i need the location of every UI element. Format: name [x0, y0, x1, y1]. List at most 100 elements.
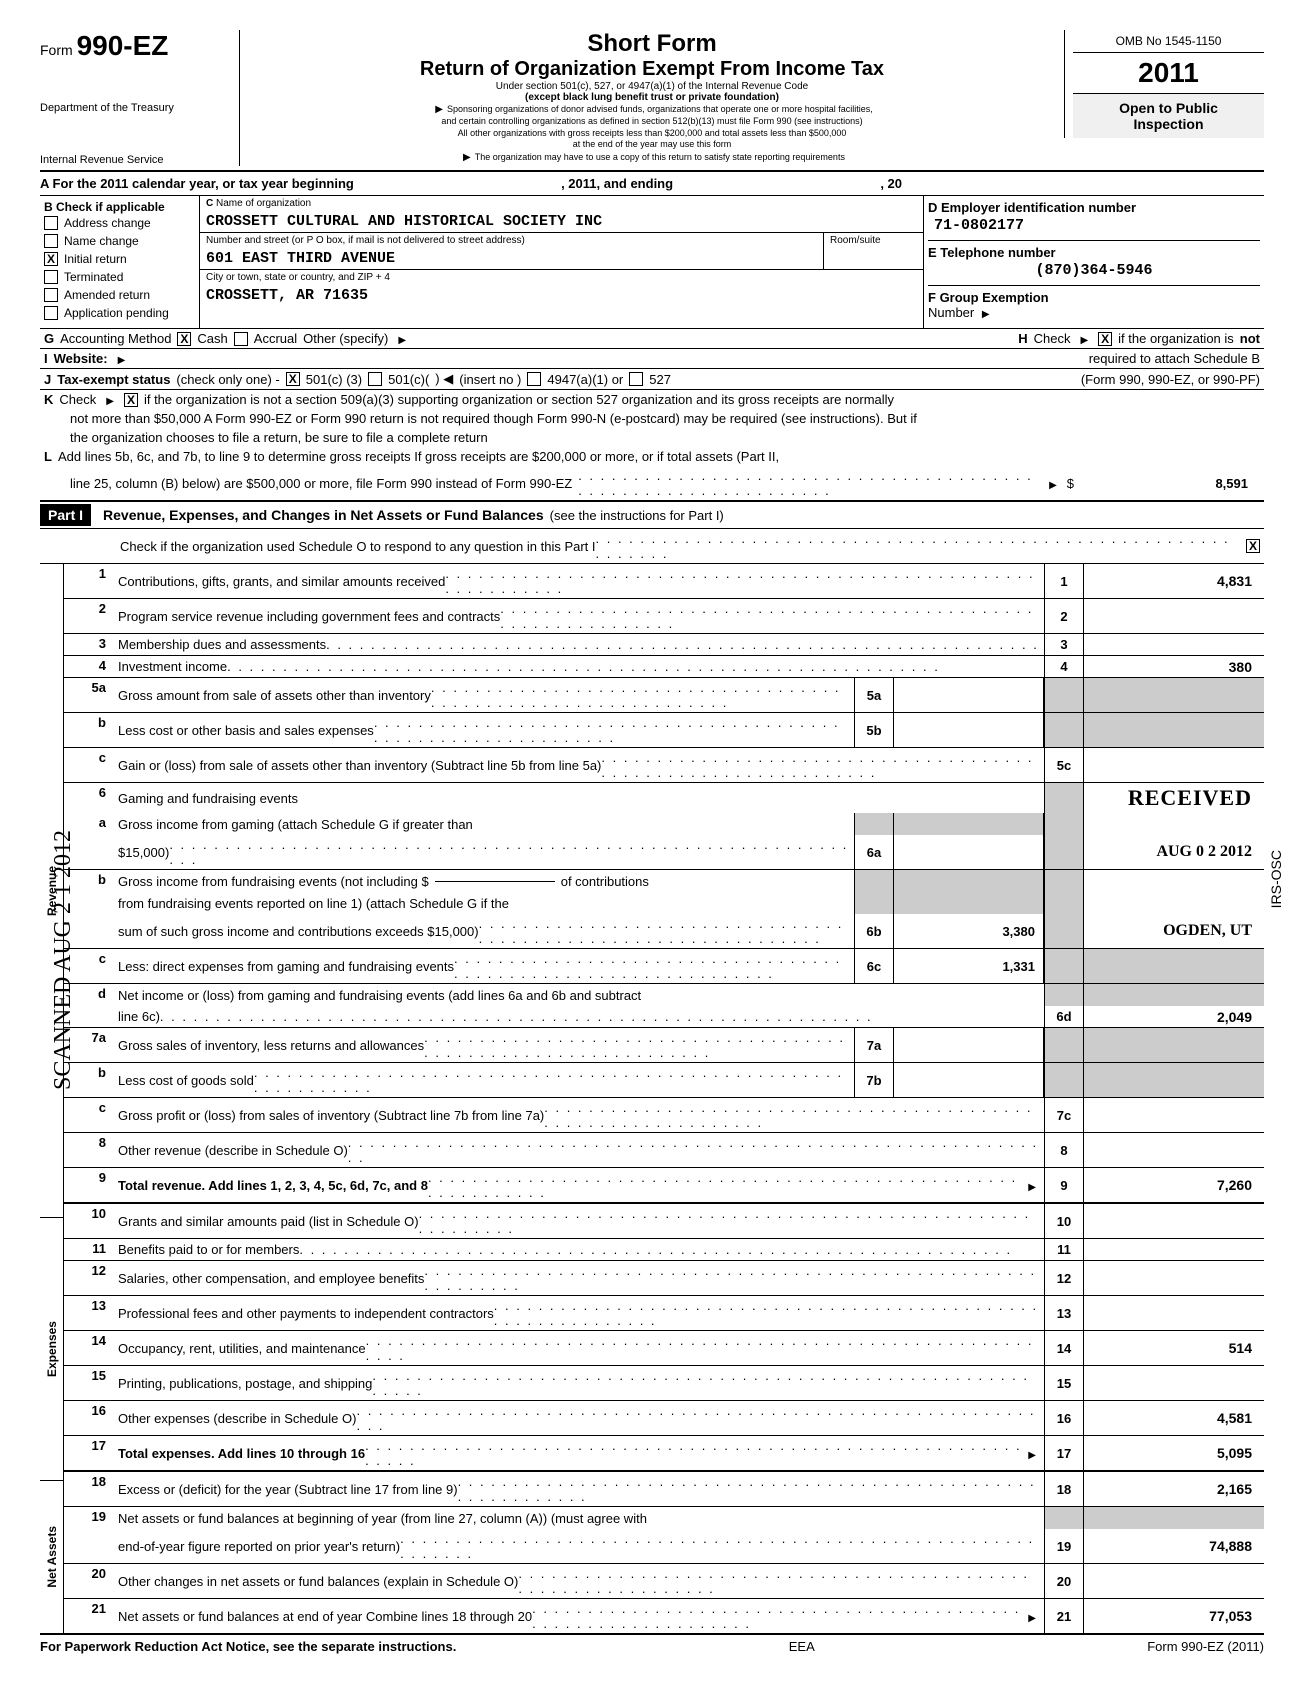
group-exemption-label: Group Exemption — [940, 290, 1049, 305]
line6c-desc: Less: direct expenses from gaming and fu… — [118, 959, 454, 974]
line5b-mid: 5b — [854, 713, 894, 747]
l-amount: 8,591 — [1080, 476, 1260, 491]
k-check: Check — [59, 392, 96, 407]
line5a-rshade — [1044, 678, 1084, 712]
checkbox-h[interactable]: X — [1098, 332, 1112, 346]
line17-val: 5,095 — [1084, 1436, 1264, 1470]
side-expenses: Expenses — [43, 1317, 61, 1381]
line15-rnum: 15 — [1044, 1366, 1084, 1400]
line7b-desc: Less cost of goods sold — [118, 1073, 254, 1088]
phone-label: Telephone number — [940, 245, 1055, 260]
line6-desc: Gaming and fundraising events — [118, 791, 298, 806]
label-527: 527 — [649, 372, 671, 387]
line6d-val: 2,049 — [1084, 1006, 1264, 1027]
line5c-val — [1084, 748, 1264, 782]
line5c-rnum: 5c — [1044, 748, 1084, 782]
ein-label: Employer identification number — [941, 200, 1136, 215]
org-name: CROSSETT CULTURAL AND HISTORICAL SOCIETY… — [200, 211, 923, 232]
line1-rnum: 1 — [1044, 564, 1084, 598]
line20-num: 20 — [64, 1564, 114, 1598]
line21-desc: Net assets or fund balances at end of ye… — [118, 1609, 532, 1624]
omb-number: OMB No 1545-1150 — [1073, 30, 1264, 53]
line2-val — [1084, 599, 1264, 633]
side-netassets: Net Assets — [43, 1522, 61, 1592]
ogden-stamp: OGDEN, UT — [1163, 922, 1252, 940]
note-end-year: at the end of the year may use this form — [250, 139, 1054, 151]
checkbox-schedule-o[interactable]: X — [1246, 539, 1260, 553]
website-label: Website: — [54, 351, 108, 366]
checkbox-501c[interactable] — [368, 372, 382, 386]
tax-exempt-sub: (check only one) - — [176, 372, 279, 387]
line5a-num: 5a — [64, 678, 114, 712]
line7b-mid: 7b — [854, 1063, 894, 1097]
note-controlling: and certain controlling organizations as… — [250, 116, 1054, 128]
line19-num: 19 — [64, 1507, 114, 1529]
line9-num: 9 — [64, 1168, 114, 1202]
k-text2: if the organization is not a section 509… — [144, 392, 894, 407]
part1-title-sub: (see the instructions for Part I) — [550, 508, 724, 523]
checkbox-k[interactable]: X — [124, 393, 138, 407]
checkbox-application-pending[interactable] — [44, 306, 58, 320]
note-sponsoring: Sponsoring organizations of donor advise… — [447, 104, 873, 114]
form-number: 990-EZ — [77, 30, 169, 61]
line3-desc: Membership dues and assessments — [118, 637, 326, 652]
line6b-midval: 3,380 — [894, 914, 1044, 948]
checkbox-address-change[interactable] — [44, 216, 58, 230]
line16-num: 16 — [64, 1401, 114, 1435]
line6b-desc2: of contributions — [561, 874, 649, 889]
accounting-method-label: Accounting Method — [60, 331, 171, 346]
l-text2: line 25, column (B) below) are $500,000 … — [70, 476, 572, 491]
line7c-rnum: 7c — [1044, 1098, 1084, 1132]
line6b-desc4: sum of such gross income and contributio… — [118, 924, 479, 939]
side-revenue: Revenue — [43, 862, 61, 920]
checkbox-terminated[interactable] — [44, 270, 58, 284]
line2-rnum: 2 — [1044, 599, 1084, 633]
h-not: not — [1240, 331, 1260, 346]
line17-rnum: 17 — [1044, 1436, 1084, 1470]
part1-title: Revenue, Expenses, and Changes in Net As… — [103, 504, 544, 526]
org-address: 601 EAST THIRD AVENUE — [200, 248, 823, 269]
line13-rnum: 13 — [1044, 1296, 1084, 1330]
checkbox-amended-return[interactable] — [44, 288, 58, 302]
label-4947: 4947(a)(1) or — [547, 372, 623, 387]
line16-desc: Other expenses (describe in Schedule O) — [118, 1411, 356, 1426]
line21-num: 21 — [64, 1599, 114, 1633]
line5a-mid: 5a — [854, 678, 894, 712]
section-a-text2: , 2011, and ending — [561, 176, 673, 191]
line2-num: 2 — [64, 599, 114, 633]
checkbox-527[interactable] — [629, 372, 643, 386]
line6a-mid: 6a — [854, 835, 894, 869]
line4-desc: Investment income — [118, 659, 227, 674]
group-exemption-number-label: Number — [928, 305, 974, 320]
line7a-mid: 7a — [854, 1028, 894, 1062]
line4-rnum: 4 — [1044, 656, 1084, 677]
form-header: Form 990-EZ Department of the Treasury I… — [40, 30, 1264, 172]
line11-num: 11 — [64, 1239, 114, 1260]
checkbox-cash[interactable]: X — [177, 332, 191, 346]
dept-irs: Internal Revenue Service — [40, 154, 231, 166]
line5b-midval — [894, 713, 1044, 747]
line6b-desc3: from fundraising events reported on line… — [118, 896, 509, 911]
line17-desc: Total expenses. Add lines 10 through 16 — [118, 1446, 365, 1461]
checkbox-accrual[interactable] — [234, 332, 248, 346]
line17-num: 17 — [64, 1436, 114, 1470]
line9-rnum: 9 — [1044, 1168, 1084, 1202]
checkbox-501c3[interactable]: X — [286, 372, 300, 386]
line3-val — [1084, 634, 1264, 655]
subtitle-section: Under section 501(c), 527, or 4947(a)(1)… — [250, 81, 1054, 92]
addr-label: Number and street (or P O box, if mail i… — [200, 233, 823, 248]
line5b-num: b — [64, 713, 114, 747]
checkbox-initial-return[interactable]: X — [44, 252, 58, 266]
line21-rnum: 21 — [1044, 1599, 1084, 1633]
checkbox-name-change[interactable] — [44, 234, 58, 248]
label-501c3: 501(c) (3) — [306, 372, 362, 387]
line8-num: 8 — [64, 1133, 114, 1167]
name-label: Name of organization — [216, 198, 311, 209]
line14-rnum: 14 — [1044, 1331, 1084, 1365]
line20-desc: Other changes in net assets or fund bala… — [118, 1574, 518, 1589]
label-name-change: Name change — [64, 234, 139, 248]
checkbox-4947[interactable] — [527, 372, 541, 386]
line18-num: 18 — [64, 1472, 114, 1506]
l-text1: Add lines 5b, 6c, and 7b, to line 9 to d… — [58, 449, 779, 464]
city-label: City or town, state or country, and ZIP … — [200, 270, 923, 285]
